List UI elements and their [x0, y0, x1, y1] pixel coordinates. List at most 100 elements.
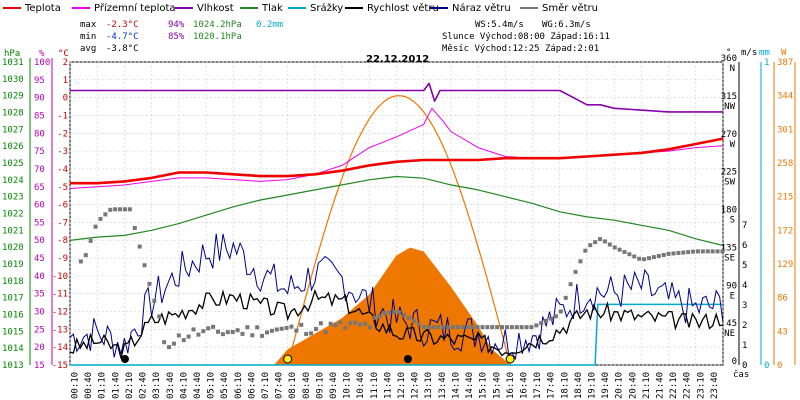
sun-path-line: [287, 95, 511, 366]
tick-time: 13:10: [424, 372, 434, 399]
wind-direction-dot: [539, 321, 544, 326]
wind-direction-dot: [93, 224, 98, 229]
legend-label-naraz: Náraz větru: [452, 2, 511, 14]
wind-direction-dot: [622, 249, 627, 254]
tick-degc: -9: [57, 254, 68, 264]
wind-direction-dot: [353, 320, 358, 325]
tick-pct: 65: [34, 183, 45, 193]
wind-direction-dot: [157, 314, 162, 319]
tick-time: 04:10: [179, 372, 189, 399]
tick-ms: 4: [742, 281, 747, 291]
tick-time: 00:40: [84, 372, 94, 399]
info-wg: WG:6.3m/s: [542, 20, 591, 30]
wind-direction-dot: [514, 325, 519, 330]
tick-w: 258: [777, 159, 793, 169]
axis-unit-degc: °C: [58, 49, 69, 59]
tick-time: 23:40: [710, 372, 720, 399]
wind-direction-dot: [700, 249, 705, 254]
info-ws: WS:5.4m/s: [475, 20, 524, 30]
stats-min-temp: -4.7°C: [106, 32, 139, 42]
wind-direction-dot: [367, 325, 372, 330]
series-vlhkost: [70, 82, 723, 113]
tick-hpa: 1015: [2, 327, 24, 337]
axis-unit-dir: °: [726, 48, 731, 58]
wind-direction-dot: [264, 330, 269, 335]
tick-mm: 0: [764, 361, 769, 371]
tick-w: 301: [777, 125, 793, 135]
tick-hpa: 1013: [2, 361, 24, 371]
wind-direction-dot: [181, 338, 186, 343]
wind-direction-dot: [211, 324, 216, 329]
wind-direction-dot: [304, 331, 309, 336]
series-teplota: [70, 137, 724, 185]
wind-direction-dot: [88, 238, 93, 243]
tick-dir-letter: SE: [724, 253, 735, 263]
tick-dir-letter: S: [730, 216, 735, 226]
wind-direction-dot: [460, 325, 465, 330]
tick-hpa: 1017: [2, 294, 24, 304]
tick-degc: -5: [57, 183, 68, 193]
tick-time: 01:10: [98, 372, 108, 399]
tick-time: 16:40: [519, 372, 529, 399]
tick-time: 17:40: [547, 372, 557, 399]
wind-direction-dot: [583, 248, 588, 253]
wind-direction-dot: [137, 244, 142, 249]
wind-direction-dot: [284, 325, 289, 330]
tick-w: 215: [777, 193, 793, 203]
tick-dir-letter: NE: [724, 329, 735, 339]
tick-w: 387: [777, 58, 793, 68]
wind-direction-dot: [558, 309, 563, 314]
wind-direction-dot: [230, 330, 235, 335]
wind-direction-dot: [220, 332, 225, 337]
wind-direction-dot: [309, 331, 314, 336]
wind-direction-dot: [103, 212, 108, 217]
axis-label-time: čas: [733, 369, 749, 380]
wind-direction-dot: [656, 254, 661, 259]
wind-direction-dot: [421, 325, 426, 330]
tick-pct: 45: [34, 254, 45, 264]
tick-time: 07:40: [275, 372, 285, 399]
wind-direction-dot: [470, 325, 475, 330]
tick-hpa: 1030: [2, 75, 24, 85]
wind-direction-dot: [240, 331, 245, 336]
tick-dir-letter: E: [730, 291, 735, 301]
wind-direction-dot: [407, 316, 412, 321]
tick-dir: 315: [721, 92, 737, 102]
wind-direction-dot: [372, 315, 377, 320]
tick-dir: 225: [721, 168, 737, 178]
wind-direction-dot: [455, 325, 460, 330]
tick-time: 16:10: [506, 372, 516, 399]
tick-hpa: 1021: [2, 226, 24, 236]
wind-direction-dot: [338, 320, 343, 325]
tick-time: 01:40: [111, 372, 121, 399]
wind-direction-dot: [118, 207, 123, 212]
stats-max-hum: 94%: [168, 20, 185, 30]
wind-direction-dot: [191, 327, 196, 332]
tick-time: 00:10: [71, 372, 81, 399]
wind-direction-dot: [201, 329, 206, 334]
tick-time: 22:10: [669, 372, 679, 399]
tick-hpa: 1018: [2, 277, 24, 287]
wind-direction-dot: [651, 255, 656, 260]
tick-time: 22:40: [683, 372, 693, 399]
wind-direction-dot: [676, 250, 681, 255]
wind-direction-dot: [362, 321, 367, 326]
legend-label-tlak: Tlak: [261, 3, 283, 14]
tick-w: 86: [777, 294, 788, 304]
tick-dir: 270: [721, 130, 737, 140]
wind-direction-dot: [176, 333, 181, 338]
wind-direction-dot: [593, 240, 598, 245]
marker-sunrise: [283, 354, 293, 364]
wind-direction-dot: [617, 247, 622, 252]
series-tlak: [69, 175, 724, 247]
tick-pct: 25: [34, 325, 45, 335]
tick-degc: -13: [52, 325, 68, 335]
wind-direction-dot: [392, 309, 397, 314]
wind-direction-dot: [289, 324, 294, 329]
wind-direction-dot: [642, 257, 647, 262]
tick-degc: -6: [57, 201, 68, 211]
wind-direction-dot: [661, 252, 666, 257]
tick-pct: 35: [34, 290, 45, 300]
wind-direction-dot: [245, 325, 250, 330]
